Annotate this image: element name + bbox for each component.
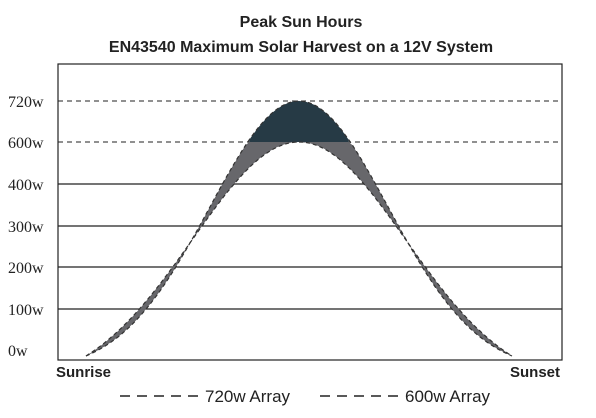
gridlines [58, 100, 562, 310]
y-tick-label: 720w [8, 94, 44, 111]
series-line-720w [85, 100, 513, 357]
y-tick-label: 600w [8, 135, 44, 152]
y-tick-labels: 0w 100w 200w 300w 400w 600w 720w [8, 94, 44, 360]
y-tick-label: 0w [8, 343, 28, 360]
chart-subtitle: EN43540 Maximum Solar Harvest on a 12V S… [109, 39, 493, 56]
series-curves [85, 100, 513, 357]
series-line-600w [85, 141, 513, 357]
extra-harvest-area [86, 142, 512, 356]
legend-label-720w: 720w Array [205, 387, 291, 406]
y-tick-label: 300w [8, 219, 44, 236]
y-tick-label: 400w [8, 177, 44, 194]
legend-label-600w: 600w Array [405, 387, 491, 406]
chart-title: Peak Sun Hours [240, 14, 363, 31]
plot-frame [57, 63, 563, 361]
area-fills [86, 101, 512, 356]
x-start-label: Sunrise [56, 364, 111, 381]
x-end-label: Sunset [510, 364, 560, 381]
y-tick-label: 200w [8, 260, 44, 277]
legend: 720w Array 600w Array [120, 387, 491, 406]
above-600w-area [249, 101, 349, 142]
y-tick-label: 100w [8, 302, 44, 319]
